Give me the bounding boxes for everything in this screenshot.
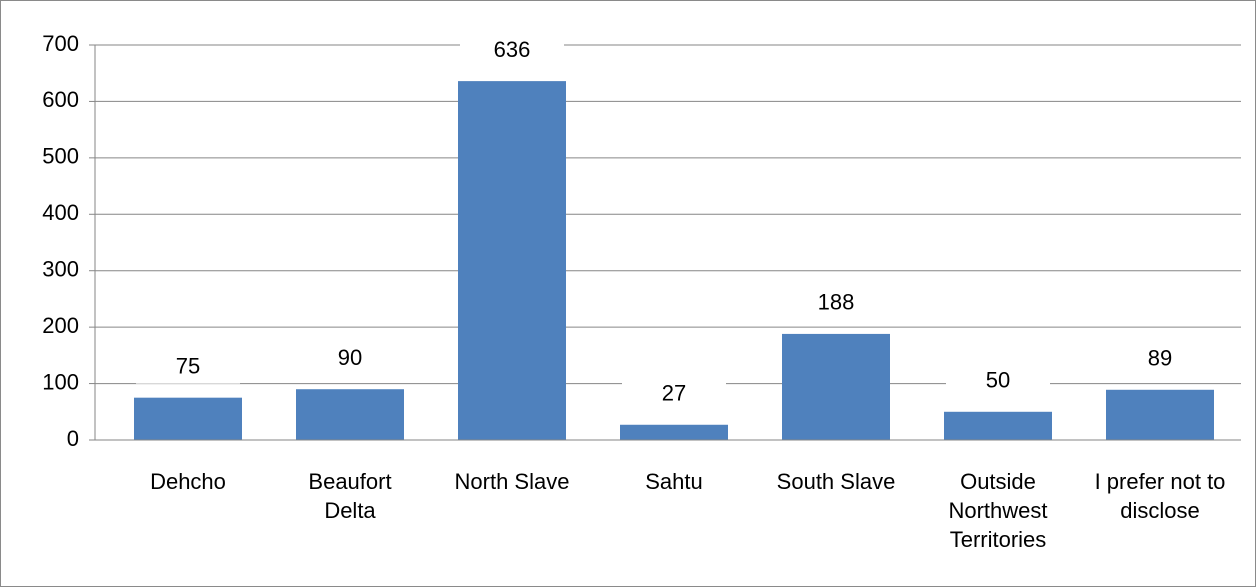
y-tick-label: 0 bbox=[67, 426, 79, 451]
x-tick-label: Beaufort Delta bbox=[308, 469, 392, 523]
y-tick-label: 100 bbox=[42, 369, 79, 394]
y-tick-label: 200 bbox=[42, 313, 79, 338]
bar bbox=[1106, 389, 1214, 440]
data-label: 636 bbox=[494, 37, 531, 62]
data-label: 75 bbox=[176, 353, 200, 378]
y-tick-label: 300 bbox=[42, 257, 79, 282]
bar bbox=[296, 389, 404, 440]
data-label: 50 bbox=[986, 368, 1010, 393]
data-label: 89 bbox=[1148, 346, 1172, 371]
x-tick-label: Outside Northwest Territories bbox=[948, 469, 1048, 552]
data-label-bg bbox=[622, 378, 726, 411]
data-label: 188 bbox=[818, 290, 855, 315]
data-label: 90 bbox=[338, 345, 362, 370]
data-label-bg bbox=[298, 343, 402, 376]
x-tick-label: Dehcho bbox=[150, 469, 226, 494]
bar bbox=[944, 411, 1052, 440]
bar bbox=[620, 424, 728, 440]
y-tick-label: 700 bbox=[42, 31, 79, 56]
data-label-bg bbox=[136, 351, 240, 384]
bar bbox=[134, 397, 242, 440]
data-label-bg bbox=[1108, 343, 1212, 376]
x-tick-label: I prefer not to disclose bbox=[1094, 469, 1226, 523]
y-tick-label: 400 bbox=[42, 200, 79, 225]
bar bbox=[458, 81, 566, 440]
x-tick-label: North Slave bbox=[454, 469, 570, 494]
data-label: 27 bbox=[662, 381, 686, 406]
x-tick-label: Sahtu bbox=[645, 469, 703, 494]
data-label-bg bbox=[460, 35, 564, 68]
data-label-bg bbox=[946, 365, 1050, 398]
y-tick-label: 500 bbox=[42, 144, 79, 169]
data-label-bg bbox=[784, 287, 888, 320]
y-tick-label: 600 bbox=[42, 87, 79, 112]
bar bbox=[782, 333, 890, 440]
x-tick-label: South Slave bbox=[776, 469, 896, 494]
